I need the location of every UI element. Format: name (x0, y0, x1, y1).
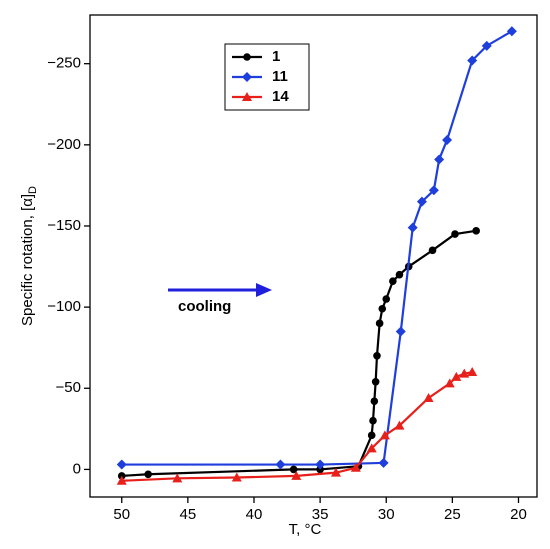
data-point (366, 443, 377, 453)
data-point (172, 473, 183, 483)
x-tick-label: 40 (246, 506, 263, 523)
annotation-arrowhead (256, 283, 272, 297)
legend-label: 11 (272, 68, 288, 85)
data-point (275, 459, 286, 470)
data-point (451, 371, 462, 381)
y-tick-label: 0 (73, 460, 81, 477)
data-point (428, 246, 437, 255)
data-point (407, 222, 418, 233)
y-tick-label: −50 (56, 379, 81, 396)
data-point (395, 270, 404, 279)
y-tick-label: −250 (47, 55, 81, 72)
x-axis-label: T, °C (289, 521, 322, 538)
data-point (243, 53, 251, 61)
data-point (242, 92, 252, 101)
data-point (394, 420, 405, 430)
data-point (467, 55, 478, 66)
legend-label: 1 (272, 48, 280, 65)
x-tick-label: 20 (510, 506, 527, 523)
y-axis-label-group: Specific rotation, [α]D (19, 186, 39, 326)
legend-box (224, 43, 310, 111)
data-point (378, 304, 387, 313)
data-point (472, 227, 480, 235)
data-point (330, 467, 341, 477)
series-line (121, 30, 513, 466)
data-point (375, 319, 384, 328)
data-point (315, 459, 326, 470)
data-point (459, 368, 470, 378)
data-point (291, 470, 302, 480)
data-point (428, 185, 439, 196)
data-point (116, 459, 127, 470)
data-point (378, 457, 389, 468)
data-point (416, 196, 427, 207)
data-point (467, 367, 478, 377)
y-tick-label: −200 (47, 136, 81, 153)
data-point (444, 378, 455, 388)
data-point (423, 393, 434, 403)
data-point (379, 430, 390, 440)
data-point (350, 462, 361, 472)
y-axis-label: Specific rotation, [α]D (19, 186, 39, 326)
data-point (367, 431, 376, 440)
x-tick-label: 25 (444, 506, 461, 523)
data-point (369, 416, 377, 425)
y-axis-label-main: Specific rotation, [α] (19, 194, 36, 326)
data-point (373, 352, 381, 360)
data-point (389, 277, 397, 285)
x-tick-label: 30 (378, 506, 395, 523)
data-point (370, 397, 379, 406)
data-point (442, 134, 453, 145)
plot-frame (89, 14, 538, 498)
data-point (481, 40, 492, 51)
data-point (289, 465, 298, 474)
data-point (506, 26, 517, 37)
series-line (121, 229, 477, 477)
x-tick-label: 50 (113, 506, 130, 523)
x-tick-label: 45 (180, 506, 197, 523)
data-point (116, 475, 127, 485)
data-point (395, 326, 406, 337)
data-point (382, 295, 391, 303)
data-point (371, 377, 380, 386)
x-tick-label: 35 (312, 506, 329, 523)
data-point (434, 154, 445, 165)
y-tick-label: −100 (47, 298, 81, 315)
data-point (242, 72, 252, 82)
data-point (231, 472, 242, 482)
data-point (451, 230, 459, 238)
y-tick-label: −150 (47, 217, 81, 234)
data-point (144, 470, 152, 479)
annotation: cooling (178, 298, 231, 315)
legend-label: 14 (272, 88, 289, 105)
y-axis-label-sub: D (27, 186, 39, 194)
